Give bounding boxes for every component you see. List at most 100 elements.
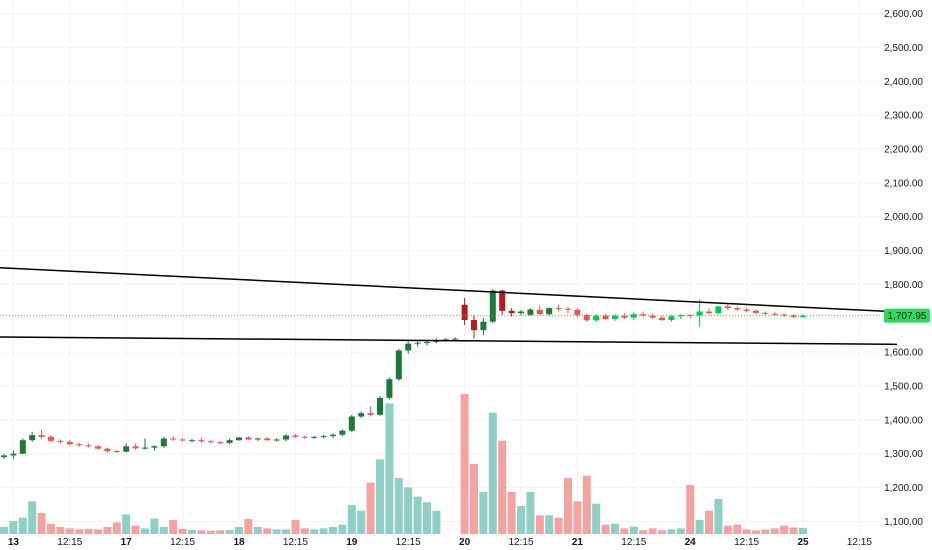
candle-body xyxy=(95,446,101,449)
volume-bar xyxy=(225,529,234,534)
trendlines[interactable] xyxy=(0,267,898,346)
candle-body xyxy=(659,317,665,320)
volume-bar xyxy=(601,524,610,534)
candle-body xyxy=(574,309,581,315)
x-tick-label: 12:15 xyxy=(170,537,195,548)
candle-body xyxy=(66,441,73,445)
candle-body xyxy=(518,311,524,314)
candle-body xyxy=(19,440,26,454)
volume-bar xyxy=(554,517,563,534)
candle-body xyxy=(442,339,449,341)
volume-bar xyxy=(695,520,704,534)
candle-body xyxy=(471,319,477,331)
candle-body xyxy=(358,413,365,417)
y-tick-label: 1,200.00 xyxy=(884,483,923,494)
candle-body xyxy=(348,416,355,431)
volume-bar xyxy=(291,520,300,534)
x-tick-label: 12:15 xyxy=(508,537,533,548)
candle-body xyxy=(104,448,111,452)
volume-bar xyxy=(188,529,196,534)
candle-body xyxy=(565,308,571,310)
grid-lines xyxy=(0,0,880,535)
y-tick-label: 2,500.00 xyxy=(884,43,923,54)
volume-bar xyxy=(432,510,441,534)
upper-trendline[interactable] xyxy=(0,267,898,313)
candle-body xyxy=(386,379,393,398)
candle-body xyxy=(207,441,214,443)
candle-body xyxy=(715,306,722,314)
candle-body xyxy=(743,309,750,311)
volume-bar xyxy=(319,528,328,534)
x-tick-label: 24 xyxy=(685,537,697,548)
candle-body xyxy=(38,435,45,437)
volume-bar xyxy=(169,520,178,534)
volume-bar xyxy=(366,482,375,534)
y-tick-label: 2,100.00 xyxy=(884,178,923,189)
candle-body xyxy=(57,440,64,442)
volume-bar xyxy=(582,475,591,534)
candle-body xyxy=(85,445,92,447)
candle-body xyxy=(593,315,600,321)
candle-body xyxy=(602,315,609,319)
price-axis[interactable]: 1,100.00 1,200.00 1,300.00 1,400.00 1,500.00… xyxy=(884,9,923,528)
y-tick-label: 1,300.00 xyxy=(884,449,923,460)
volume-bar xyxy=(648,528,657,534)
candle-body xyxy=(142,447,148,449)
volume-bar xyxy=(9,520,18,534)
volume-bar xyxy=(18,517,27,534)
volume-bar xyxy=(94,529,102,534)
y-tick-label: 2,000.00 xyxy=(884,212,923,223)
y-tick-label: 2,200.00 xyxy=(884,144,923,155)
candle-body xyxy=(706,311,712,314)
volume-bar xyxy=(658,530,666,534)
x-tick-label: 12:15 xyxy=(57,537,82,548)
volume-bar xyxy=(723,525,732,534)
volume-bar xyxy=(244,519,253,534)
volume-bar xyxy=(65,528,74,534)
candle-body xyxy=(283,435,289,440)
y-tick-label: 1,600.00 xyxy=(884,348,923,359)
volume-bar xyxy=(470,464,478,534)
candle-body xyxy=(424,341,430,343)
volume-bar xyxy=(564,478,572,534)
y-tick-label: 2,400.00 xyxy=(884,77,923,88)
volume-bar xyxy=(28,501,37,534)
candle-body xyxy=(273,439,280,441)
candle-body xyxy=(508,310,515,314)
candle-body xyxy=(292,435,299,437)
volume-bar xyxy=(103,527,112,534)
volume-bar xyxy=(676,528,685,534)
candle-body xyxy=(123,446,130,452)
volume-bar xyxy=(573,501,582,534)
volume-bar xyxy=(733,524,742,534)
volume-bar xyxy=(611,523,619,534)
volume-bar xyxy=(517,506,525,534)
candle-body xyxy=(160,438,167,447)
volume-bar xyxy=(770,528,779,534)
candle-body xyxy=(452,338,459,340)
candle-body xyxy=(236,437,242,441)
volume-bar xyxy=(347,505,356,534)
volume-bar xyxy=(413,496,422,534)
candle-body xyxy=(405,343,412,351)
candle-body xyxy=(499,290,506,311)
candle-body xyxy=(414,342,421,344)
x-tick-label: 17 xyxy=(121,537,133,548)
candle-body xyxy=(677,314,684,317)
x-tick-label: 18 xyxy=(233,537,245,548)
volume-bar xyxy=(394,478,403,534)
time-axis[interactable]: 13 12:15 17 12:15 18 12:15 19 12:15 20 12:15 21 12:… xyxy=(8,537,873,548)
volume-bar xyxy=(0,527,8,534)
volume-bar xyxy=(159,527,168,534)
candle-body xyxy=(132,446,139,449)
volume-bar xyxy=(357,510,366,534)
volume-bar xyxy=(620,528,629,534)
lower-trendline[interactable] xyxy=(0,336,898,346)
volume-bar xyxy=(112,522,121,534)
volume-bar xyxy=(300,528,309,534)
x-tick-label: 20 xyxy=(459,537,471,548)
candle-body xyxy=(1,455,7,458)
candle-body xyxy=(264,438,271,441)
last-price-tag: 1,707.95 xyxy=(884,308,930,323)
